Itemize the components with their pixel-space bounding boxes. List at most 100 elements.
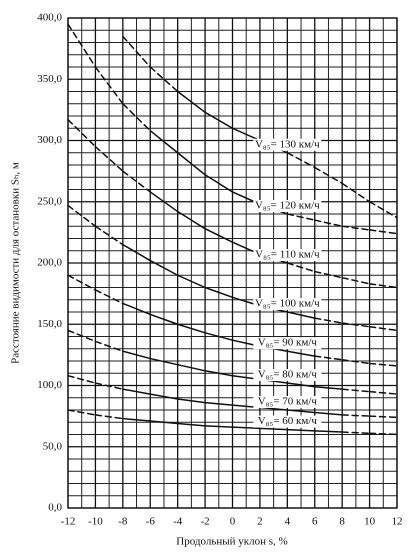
curve-segment bbox=[286, 428, 316, 432]
x-tick-label: 8 bbox=[339, 516, 345, 528]
curve-segment bbox=[286, 311, 316, 319]
curve-segment bbox=[94, 66, 124, 105]
curve-segment bbox=[94, 225, 124, 246]
y-tick-label: 0,0 bbox=[48, 502, 62, 514]
label-background bbox=[253, 396, 322, 408]
curve-segment bbox=[368, 229, 398, 235]
x-tick-label: -4 bbox=[173, 516, 183, 528]
curve-segment bbox=[176, 398, 206, 404]
curve-segment bbox=[204, 174, 234, 193]
curve-segment bbox=[176, 152, 206, 176]
curve-segment bbox=[368, 201, 398, 219]
curve-segment bbox=[204, 111, 234, 129]
curve-segment bbox=[67, 374, 97, 384]
series-label: V₈₅= 70 км/ч bbox=[258, 396, 318, 408]
y-tick-label: 250,0 bbox=[37, 195, 62, 207]
curve-segment bbox=[341, 276, 371, 285]
curve-segment bbox=[368, 432, 398, 436]
curve-segment bbox=[368, 283, 398, 289]
series-label: V₈₅= 120 км/ч bbox=[255, 200, 320, 212]
curve-segment bbox=[67, 409, 97, 416]
curve-segment bbox=[149, 393, 179, 400]
curve-segment bbox=[122, 350, 151, 360]
curve-segment bbox=[368, 415, 398, 419]
y-axis-title: Расстояние видимости для остановки Sₕ, м bbox=[10, 162, 22, 364]
curve-segment bbox=[314, 270, 343, 279]
label-background bbox=[253, 200, 322, 212]
x-tick-label: -12 bbox=[61, 516, 76, 528]
curve-segment bbox=[286, 152, 316, 169]
curve-segment bbox=[314, 430, 343, 433]
x-tick-label: -10 bbox=[88, 516, 103, 528]
curve-segment bbox=[314, 317, 343, 324]
curve-segment bbox=[94, 145, 124, 172]
curve-segment bbox=[204, 332, 234, 341]
curve-segment bbox=[122, 302, 151, 316]
curve-segment bbox=[314, 385, 343, 390]
curve-segment bbox=[122, 243, 151, 262]
series-label: V₈₅= 110 км/ч bbox=[255, 249, 320, 261]
label-background bbox=[253, 415, 322, 428]
curve-segment bbox=[176, 90, 206, 114]
curve-segment bbox=[94, 340, 124, 352]
curve-segment bbox=[122, 103, 151, 132]
curve-segment bbox=[204, 425, 234, 428]
label-background bbox=[253, 337, 322, 350]
curve-segment bbox=[176, 274, 206, 289]
label-background bbox=[253, 249, 322, 261]
y-tick-label: 100,0 bbox=[37, 379, 62, 391]
x-tick-label: 2 bbox=[257, 516, 263, 528]
curve-segment bbox=[314, 355, 343, 361]
curve-segment bbox=[176, 210, 206, 230]
curve-segment bbox=[341, 431, 371, 435]
curve-segment bbox=[149, 129, 179, 154]
curve-segment bbox=[67, 274, 97, 291]
series-label: V₈₅= 130 км/ч bbox=[255, 138, 320, 150]
x-tick-label: -2 bbox=[200, 516, 209, 528]
label-background bbox=[253, 369, 322, 382]
curve-segment bbox=[67, 23, 97, 68]
y-tick-label: 150,0 bbox=[37, 318, 62, 330]
curve-segment bbox=[122, 170, 151, 193]
series-label: V₈₅= 60 км/ч bbox=[258, 415, 318, 427]
curve-segment bbox=[204, 286, 234, 299]
label-background bbox=[253, 298, 322, 310]
curve-segment bbox=[176, 422, 206, 427]
curve-segment bbox=[204, 227, 234, 243]
curve-segment bbox=[368, 390, 398, 395]
curve-segment bbox=[94, 382, 124, 390]
y-tick-label: 400,0 bbox=[37, 12, 62, 24]
curve-segment bbox=[231, 426, 261, 430]
curve-segment bbox=[149, 420, 179, 425]
curve-segment bbox=[368, 325, 398, 332]
curve-segment bbox=[231, 127, 261, 142]
curve-segment bbox=[204, 401, 234, 406]
series-label: V₈₅= 100 км/ч bbox=[255, 298, 320, 310]
series-label: V₈₅= 80 км/ч bbox=[258, 369, 318, 381]
curve-segment bbox=[286, 350, 316, 357]
curve-segment bbox=[286, 409, 316, 414]
curve-segment bbox=[149, 66, 179, 93]
y-tick-label: 300,0 bbox=[37, 134, 62, 146]
curve-segment bbox=[341, 322, 371, 328]
curve-segment bbox=[67, 204, 97, 227]
x-tick-label: 6 bbox=[312, 516, 318, 528]
x-axis-title: Продольный уклон s, % bbox=[176, 536, 287, 548]
x-tick-label: 4 bbox=[285, 516, 291, 528]
curve-segment bbox=[341, 414, 371, 417]
curve-segment bbox=[67, 118, 97, 148]
curve-segment bbox=[94, 414, 124, 420]
curve-segment bbox=[149, 191, 179, 213]
curve-segment bbox=[368, 362, 398, 367]
x-tick-label: 10 bbox=[364, 516, 376, 528]
curve-segment bbox=[94, 289, 124, 305]
curve-segment bbox=[122, 388, 151, 395]
series-label: V₈₅= 90 км/ч bbox=[258, 337, 318, 349]
curve-segment bbox=[149, 357, 179, 366]
x-tick-label: -6 bbox=[146, 516, 156, 528]
curve-segment bbox=[259, 427, 289, 431]
curve-segment bbox=[341, 182, 371, 203]
curve-segment bbox=[314, 411, 343, 416]
